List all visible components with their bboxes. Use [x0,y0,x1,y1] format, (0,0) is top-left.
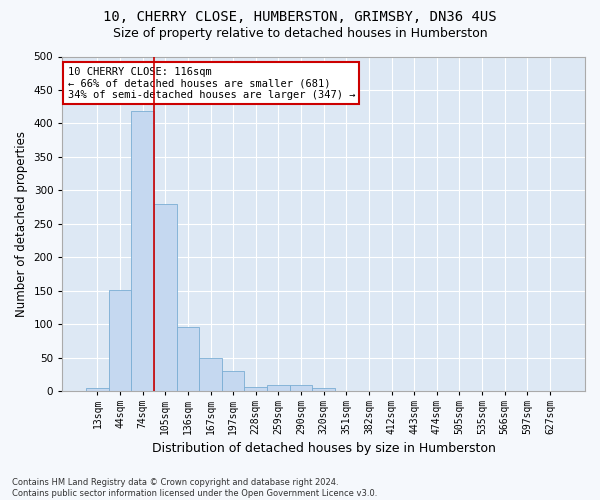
Text: 10 CHERRY CLOSE: 116sqm
← 66% of detached houses are smaller (681)
34% of semi-d: 10 CHERRY CLOSE: 116sqm ← 66% of detache… [68,66,355,100]
Text: Contains HM Land Registry data © Crown copyright and database right 2024.
Contai: Contains HM Land Registry data © Crown c… [12,478,377,498]
Bar [290,385,313,392]
Y-axis label: Number of detached properties: Number of detached properties [15,131,28,317]
Bar [199,358,222,392]
Text: Size of property relative to detached houses in Humberston: Size of property relative to detached ho… [113,28,487,40]
Bar [109,290,131,392]
Bar [313,388,335,392]
Bar [267,385,290,392]
Text: 10, CHERRY CLOSE, HUMBERSTON, GRIMSBY, DN36 4US: 10, CHERRY CLOSE, HUMBERSTON, GRIMSBY, D… [103,10,497,24]
Bar [244,387,267,392]
Bar [154,204,176,392]
X-axis label: Distribution of detached houses by size in Humberston: Distribution of detached houses by size … [152,442,496,455]
Bar [86,388,109,392]
Bar [131,112,154,392]
Bar [222,372,244,392]
Bar [176,327,199,392]
